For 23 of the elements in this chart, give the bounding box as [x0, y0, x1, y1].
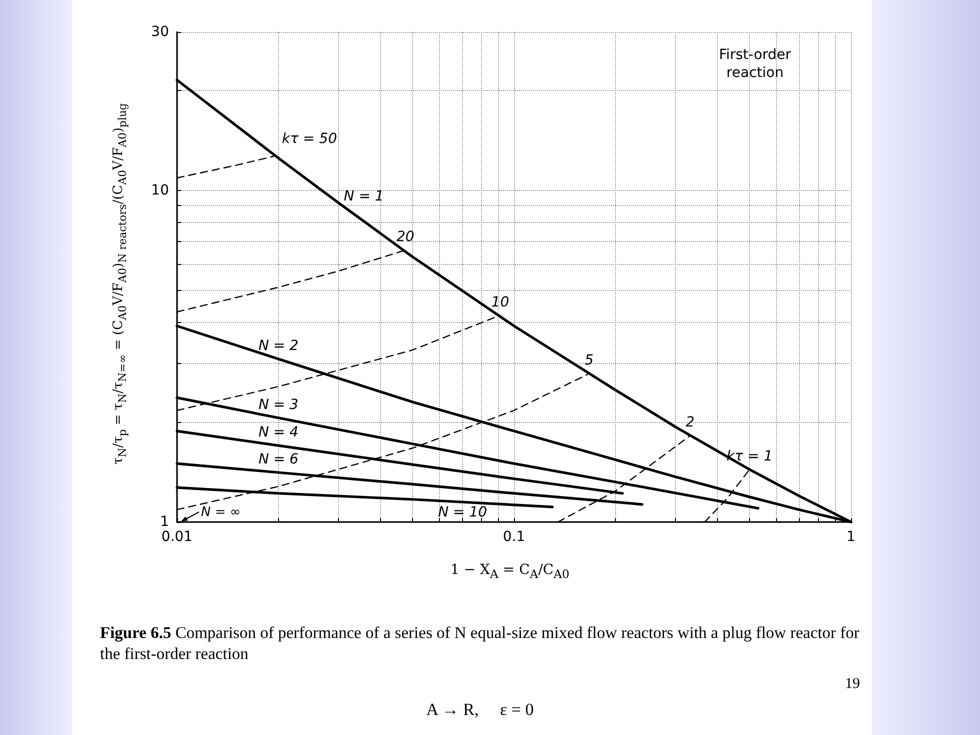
x-tick-label: 1	[846, 529, 856, 545]
x-tick-label: 0.1	[502, 529, 526, 545]
series-label: 5	[584, 352, 594, 369]
annotation: N = ∞	[201, 505, 241, 520]
text: Figure 6.5 Comparison of performance of a series of N equal-size mixed flow reactors with a plug flow reactor for the first-order reaction	[100, 622, 860, 664]
series-label: N = 1	[344, 188, 384, 204]
series-label: 20	[396, 229, 414, 246]
text: A → R, ε = 0	[425, 700, 535, 720]
series-label: 2	[686, 414, 695, 431]
series-label: N = 4	[258, 424, 298, 441]
x-axis-title: 1 − X$_{A}$ = C$_{A}$/C$_{A0}$	[450, 562, 570, 581]
series-label: 10	[491, 294, 510, 310]
series-label: N = 2	[258, 338, 299, 354]
y-tick-label: 1	[160, 514, 169, 530]
series-label: N = 6	[258, 452, 299, 468]
annotation: First-order reaction	[718, 46, 792, 82]
y-tick-label: 10	[151, 182, 169, 198]
y-tick-label: 30	[151, 24, 169, 40]
series-label: N = 3	[258, 396, 298, 413]
series-label: kτ = 50	[282, 130, 338, 147]
series-label: N = 10	[438, 504, 488, 520]
text: 19	[845, 676, 860, 693]
x-tick-label: 0.01	[161, 529, 193, 545]
